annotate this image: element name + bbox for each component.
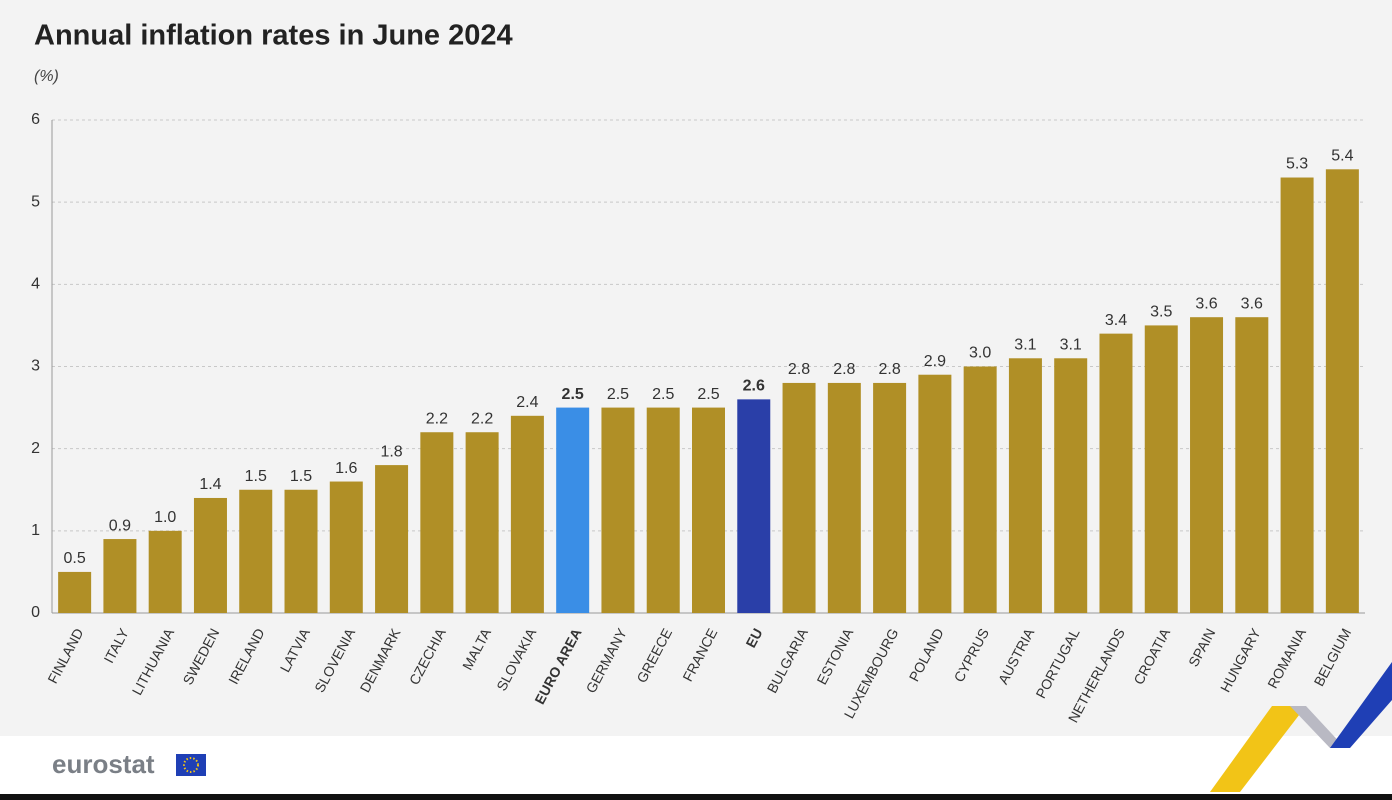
bar xyxy=(148,530,182,613)
bar xyxy=(329,481,363,613)
value-label: 2.8 xyxy=(833,361,855,378)
y-tick-label: 1 xyxy=(31,522,40,539)
bottom-bar xyxy=(0,794,1392,800)
bar xyxy=(556,407,590,613)
bar xyxy=(646,407,680,613)
bar xyxy=(420,432,454,613)
eu-stars xyxy=(183,757,199,773)
bar xyxy=(827,382,861,613)
value-label: 3.0 xyxy=(969,345,991,362)
bar xyxy=(1054,358,1088,613)
value-label: 2.6 xyxy=(743,378,765,395)
chart-title: Annual inflation rates in June 2024 xyxy=(34,20,513,52)
y-tick-label: 3 xyxy=(31,358,40,375)
bar xyxy=(601,407,635,613)
value-label: 5.4 xyxy=(1331,148,1353,165)
value-label: 5.3 xyxy=(1286,156,1308,173)
value-label: 1.8 xyxy=(380,443,402,460)
bar xyxy=(58,571,92,613)
value-label: 3.1 xyxy=(1060,337,1082,354)
value-label: 3.6 xyxy=(1195,295,1217,312)
bar xyxy=(692,407,725,613)
value-label: 2.5 xyxy=(697,386,719,403)
decor-grey xyxy=(1290,706,1345,748)
eu-flag xyxy=(176,754,206,776)
value-label: 1.6 xyxy=(335,460,357,477)
value-label: 0.5 xyxy=(64,550,86,567)
bar xyxy=(239,489,273,613)
bar xyxy=(1190,317,1224,613)
bar xyxy=(737,399,771,613)
bar xyxy=(1235,317,1269,613)
value-label: 2.5 xyxy=(562,386,584,403)
value-label: 2.8 xyxy=(788,361,810,378)
bar xyxy=(1280,177,1314,613)
source-logo: eurostat xyxy=(52,749,155,779)
value-label: 2.9 xyxy=(924,353,946,370)
value-label: 1.4 xyxy=(199,476,221,493)
value-label: 3.6 xyxy=(1241,295,1263,312)
bar xyxy=(873,382,907,613)
value-label: 2.4 xyxy=(516,394,538,411)
value-label: 3.5 xyxy=(1150,304,1172,321)
bar xyxy=(103,539,137,613)
value-label: 2.5 xyxy=(652,386,674,403)
value-label: 0.9 xyxy=(109,517,131,534)
bar xyxy=(465,432,499,613)
bar xyxy=(193,497,227,613)
value-label: 1.5 xyxy=(245,468,267,485)
value-label: 1.0 xyxy=(154,509,176,526)
value-label: 2.5 xyxy=(607,386,629,403)
bar xyxy=(918,374,952,613)
value-label: 2.8 xyxy=(878,361,900,378)
value-label: 3.4 xyxy=(1105,312,1127,329)
y-tick-label: 5 xyxy=(31,193,40,210)
y-tick-label: 2 xyxy=(31,440,40,457)
plot-background xyxy=(0,0,1392,736)
value-label: 1.5 xyxy=(290,468,312,485)
decor-blue xyxy=(1330,662,1392,748)
chart-subtitle: (%) xyxy=(34,68,59,85)
bar xyxy=(782,382,816,613)
bar xyxy=(963,366,997,613)
bar xyxy=(1099,333,1133,613)
bar xyxy=(1325,169,1359,614)
value-label: 2.2 xyxy=(471,410,493,427)
bar xyxy=(375,465,409,613)
bar xyxy=(1144,325,1178,613)
decor-yellow xyxy=(1210,706,1306,792)
bar xyxy=(284,489,318,613)
y-tick-label: 4 xyxy=(31,276,40,293)
bar xyxy=(510,415,544,613)
value-label: 3.1 xyxy=(1014,337,1036,354)
y-tick-label: 0 xyxy=(31,604,40,621)
y-tick-label: 6 xyxy=(31,111,40,128)
bar xyxy=(1008,358,1042,613)
value-label: 2.2 xyxy=(426,410,448,427)
